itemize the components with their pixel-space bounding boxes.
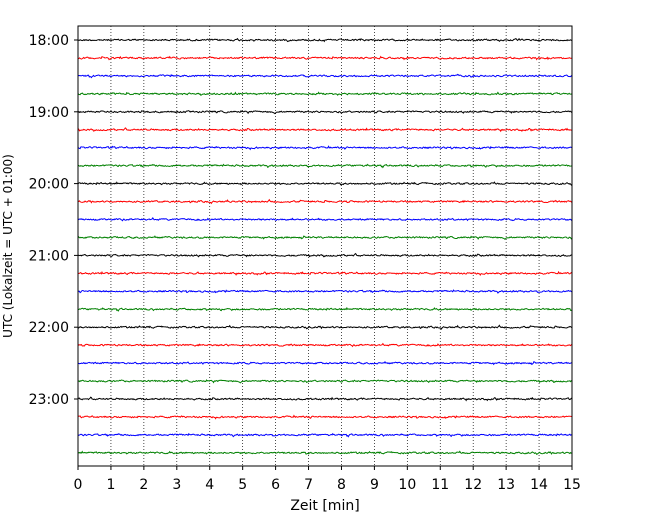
x-tick-label-5: 5 — [238, 477, 247, 493]
x-tick-label-2: 2 — [139, 477, 148, 493]
y-axis-label: UTC (Lokalzeit = UTC + 01:00) — [1, 154, 15, 338]
x-tick-label-9: 9 — [370, 477, 379, 493]
trace-21 — [77, 396, 573, 402]
seismogram-traces — [77, 37, 573, 456]
trace-19 — [77, 360, 573, 366]
trace-15 — [77, 289, 573, 294]
plot-frame — [77, 25, 573, 467]
trace-23 — [77, 432, 573, 438]
trace-4 — [77, 91, 573, 96]
trace-10 — [77, 198, 573, 205]
y-tick-label-22:00: 22:00 — [29, 320, 69, 336]
trace-7 — [77, 145, 573, 151]
x-tick-label-4: 4 — [205, 477, 214, 493]
x-axis-ticks: 0 1 2 3 4 5 6 7 8 9 10 11 12 13 14 15 — [74, 466, 581, 493]
y-axis-ticks: 18:00 19:00 20:00 21:00 22:00 23:00 — [29, 33, 78, 408]
trace-5 — [77, 109, 573, 115]
x-tick-label-11: 11 — [431, 477, 449, 493]
y-tick-label-18:00: 18:00 — [29, 33, 69, 49]
x-tick-label-13: 13 — [497, 477, 515, 493]
trace-20 — [77, 379, 573, 384]
x-tick-label-8: 8 — [337, 477, 346, 493]
trace-18 — [77, 342, 573, 348]
x-tick-label-14: 14 — [530, 477, 548, 493]
y-tick-label-21:00: 21:00 — [29, 248, 69, 264]
y-tick-label-23:00: 23:00 — [29, 392, 69, 408]
trace-24 — [77, 450, 573, 456]
trace-22 — [77, 414, 573, 420]
y-tick-label-19:00: 19:00 — [29, 105, 69, 121]
trace-2 — [77, 55, 573, 61]
trace-16 — [77, 306, 573, 312]
trace-14 — [77, 270, 573, 276]
x-tick-label-10: 10 — [398, 477, 416, 493]
trace-11 — [77, 217, 573, 222]
trace-17 — [77, 324, 573, 330]
trace-13 — [77, 252, 573, 258]
x-tick-label-12: 12 — [464, 477, 482, 493]
x-axis-label: Zeit [min] — [290, 498, 359, 514]
x-tick-label-3: 3 — [172, 477, 181, 493]
trace-6 — [77, 127, 573, 133]
x-tick-label-0: 0 — [74, 477, 83, 493]
x-tick-label-7: 7 — [304, 477, 313, 493]
vertical-grid — [110, 26, 540, 466]
y-tick-label-20:00: 20:00 — [29, 177, 69, 193]
trace-12 — [77, 235, 573, 240]
trace-1 — [77, 37, 573, 43]
trace-9 — [77, 181, 573, 186]
trace-8 — [77, 163, 573, 169]
x-tick-label-15: 15 — [563, 477, 581, 493]
x-tick-label-1: 1 — [106, 477, 115, 493]
trace-3 — [77, 73, 573, 79]
x-tick-label-6: 6 — [271, 477, 280, 493]
